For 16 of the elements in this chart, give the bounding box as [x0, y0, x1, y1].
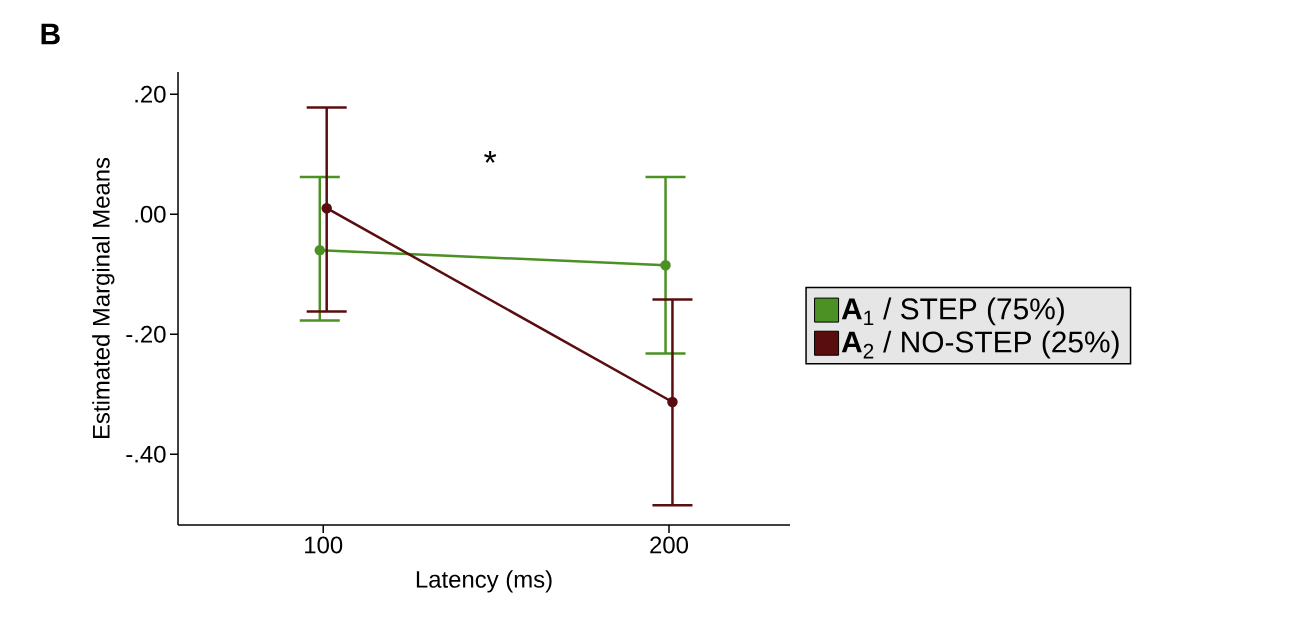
point — [314, 244, 326, 256]
point — [660, 259, 671, 271]
point — [667, 396, 678, 408]
y-tick-label: .00 — [135, 205, 166, 223]
chart-title: B — [41, 23, 60, 45]
x-tick-label: 200 — [650, 536, 688, 554]
legend-label: A$_{1}$ / STEP (75%) — [841, 297, 1064, 326]
y-axis-title: Estimated Marginal Means — [92, 157, 115, 439]
x-tick-label: 100 — [305, 536, 343, 554]
x-axis-title: Latency (ms) — [416, 570, 552, 593]
point — [321, 202, 332, 214]
legend-label: A$_{2}$ / NO-STEP (25%) — [841, 330, 1119, 359]
y-tick-label: -.20 — [126, 325, 166, 343]
annotation: * — [484, 150, 497, 163]
y-tick-label: .20 — [135, 85, 166, 103]
y-tick-label: -.40 — [126, 445, 166, 463]
